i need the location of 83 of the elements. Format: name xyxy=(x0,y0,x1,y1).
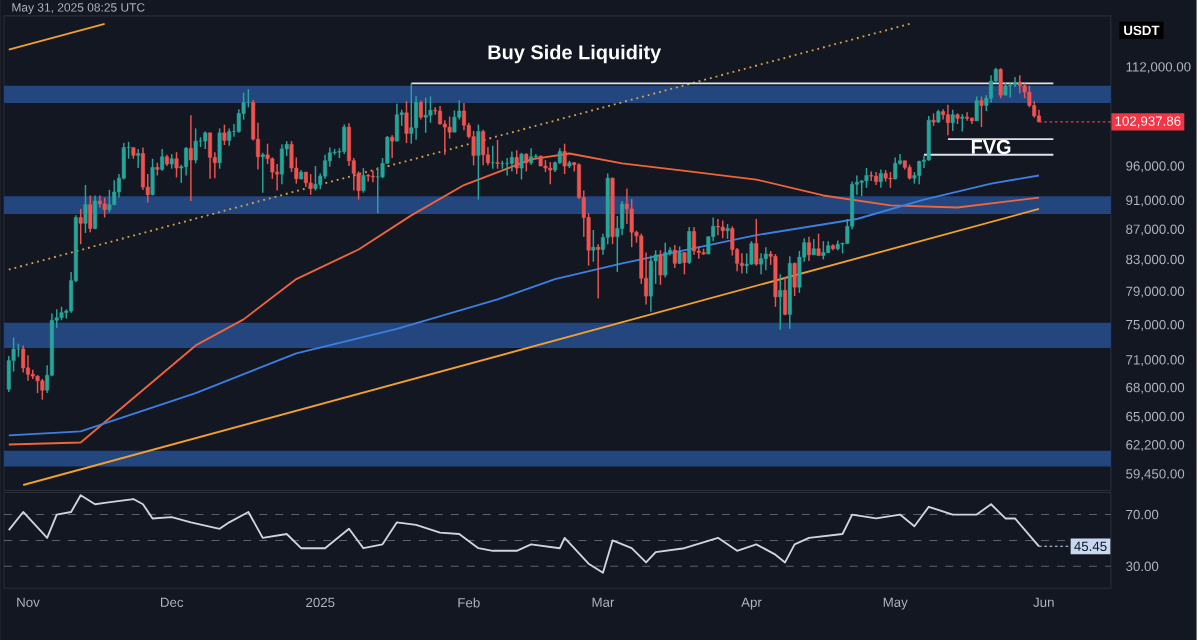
candlestick xyxy=(188,114,193,202)
candlestick xyxy=(361,167,366,194)
candlestick xyxy=(739,252,744,275)
candlestick xyxy=(370,169,375,183)
candlestick xyxy=(562,142,567,175)
candlestick xyxy=(136,148,141,169)
candlestick xyxy=(495,139,500,170)
candlestick xyxy=(509,150,514,173)
candlestick xyxy=(759,252,764,275)
candlestick xyxy=(878,168,883,189)
candlestick xyxy=(313,165,318,192)
candlestick xyxy=(452,109,457,133)
candlestick xyxy=(222,123,227,146)
candlestick xyxy=(275,163,280,192)
candlestick xyxy=(792,261,797,297)
candlestick xyxy=(989,74,994,104)
candlestick xyxy=(174,151,179,179)
candlestick xyxy=(778,273,783,331)
candlestick xyxy=(150,157,155,197)
candlestick xyxy=(663,241,668,279)
line-series xyxy=(7,494,1040,574)
candlestick xyxy=(514,149,519,175)
candlestick xyxy=(217,127,222,170)
candlestick xyxy=(754,218,759,267)
candlestick xyxy=(763,246,768,272)
candlestick xyxy=(749,240,754,266)
candlestick xyxy=(715,218,720,236)
annotation: Buy Side Liquidity xyxy=(488,44,662,64)
candlestick xyxy=(974,95,979,122)
candlestick xyxy=(40,378,45,401)
candlestick xyxy=(471,130,476,167)
candlestick xyxy=(864,167,869,189)
candlestick xyxy=(893,156,898,181)
candlestick xyxy=(481,128,486,167)
candlestick xyxy=(160,148,165,172)
candlestick xyxy=(1008,82,1013,99)
candlestick xyxy=(93,194,98,230)
candlestick xyxy=(462,102,466,131)
candlestick xyxy=(342,123,347,155)
candlestick xyxy=(409,82,414,145)
candlestick xyxy=(591,229,596,263)
candlestick xyxy=(1017,74,1022,95)
candlestick xyxy=(476,123,481,201)
candlestick xyxy=(979,95,984,128)
candlestick xyxy=(548,161,553,185)
candlestick xyxy=(682,251,687,275)
candlestick xyxy=(672,244,677,269)
candlestick xyxy=(279,143,284,185)
candlestick xyxy=(21,344,26,374)
candlestick xyxy=(691,226,696,256)
candlestick xyxy=(519,152,524,181)
candlestick xyxy=(366,173,371,183)
candlestick xyxy=(423,96,428,134)
candlestick xyxy=(83,184,88,234)
candlestick xyxy=(112,179,117,207)
candlestick xyxy=(596,243,601,300)
candlestick xyxy=(648,254,653,313)
candlestick xyxy=(390,134,395,159)
candlestick xyxy=(950,108,955,132)
candlestick xyxy=(998,67,1003,99)
candlestick xyxy=(816,232,821,257)
candlestick xyxy=(926,115,931,162)
candlestick xyxy=(394,102,399,142)
candlestick xyxy=(773,253,778,308)
candlestick xyxy=(260,152,265,194)
candlestick xyxy=(783,275,788,316)
candlestick xyxy=(945,104,950,137)
candlestick xyxy=(687,226,692,265)
candlestick xyxy=(821,240,826,261)
candlestick xyxy=(193,127,198,165)
candlestick xyxy=(418,99,423,121)
candlestick xyxy=(806,235,811,262)
candlestick xyxy=(505,157,510,177)
candlestick xyxy=(102,196,107,219)
candlestick xyxy=(658,249,663,286)
candlestick xyxy=(208,132,213,180)
candlestick xyxy=(88,194,93,233)
candlestick xyxy=(404,100,409,144)
candlestick xyxy=(78,208,83,245)
annotation: FVG xyxy=(971,139,1011,154)
candlestick xyxy=(965,111,970,122)
candlestick xyxy=(184,146,189,177)
candlestick xyxy=(308,173,313,196)
